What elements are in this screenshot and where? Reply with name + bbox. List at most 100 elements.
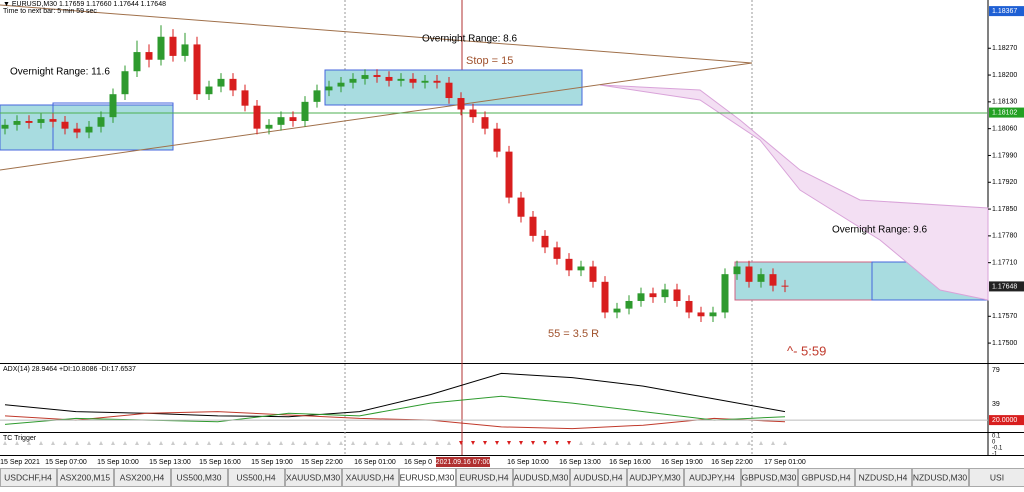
candle-body (746, 267, 753, 282)
symbol-header: ▼ EURUSD,M30 1.17659 1.17660 1.17644 1.1… (3, 1, 166, 8)
candle-body (110, 94, 117, 117)
tab-label[interactable]: AUDJPY,H4 (689, 472, 735, 482)
x-tick-label: 15 Sep 2021 (0, 459, 40, 466)
x-tick-label: 16 Sep 19:00 (661, 459, 703, 466)
candle-body (566, 259, 573, 270)
candle-body (374, 75, 381, 77)
level-label: 20.0000 (992, 417, 1017, 424)
candle-body (686, 301, 693, 312)
candle-body (614, 309, 621, 313)
candle-body (218, 79, 225, 87)
tab-label[interactable]: ASX200,M15 (60, 472, 110, 482)
x-tick-label: 15 Sep 13:00 (149, 459, 191, 466)
candle-body (350, 79, 357, 83)
tab-label[interactable]: NZDUSD,H4 (859, 472, 908, 482)
x-tick-label: 15 Sep 07:00 (45, 459, 87, 466)
candle-body (170, 37, 177, 56)
tab-label[interactable]: USDCHF,H4 (4, 472, 52, 482)
candle-body (422, 81, 429, 83)
x-tick-label: 15 Sep 22:00 (301, 459, 343, 466)
y-tick-label: 1.17990 (992, 152, 1017, 159)
candle-body (182, 44, 189, 55)
y-tick-label: 1.18200 (992, 72, 1017, 79)
candle-body (50, 119, 57, 122)
y-tick-label: 1.17920 (992, 179, 1017, 186)
tab-label[interactable]: XAUUSD,M30 (286, 472, 341, 482)
y-tick-label: 1.17710 (992, 260, 1017, 267)
annotation: Overnight Range: 8.6 (422, 34, 517, 45)
candle-body (662, 289, 669, 297)
candle-body (362, 75, 369, 79)
y-tick-label: -1 (992, 452, 998, 458)
candle-body (326, 87, 333, 91)
y-tick-label: 1.17500 (992, 340, 1017, 347)
y-tick-label: 1.18130 (992, 99, 1017, 106)
x-tick-label: 17 Sep 01:00 (764, 459, 806, 466)
candle-body (434, 81, 441, 83)
candle-body (122, 71, 129, 94)
candle-body (266, 125, 273, 129)
tab-label[interactable]: US500,M30 (177, 472, 222, 482)
candle-body (530, 217, 537, 236)
candle-body (26, 121, 33, 123)
tab-label[interactable]: AUDUSD,H4 (573, 472, 622, 482)
candle-body (2, 125, 9, 129)
tab-label[interactable]: EURUSD,H4 (459, 472, 508, 482)
tab-label[interactable]: GBPUSD,H4 (801, 472, 850, 482)
candle-body (14, 121, 21, 125)
panel-label: ADX(14) 28.9464 +DI:10.8086 -DI:17.6537 (3, 366, 136, 373)
tab-label[interactable]: USI (990, 472, 1004, 482)
candle-body (578, 267, 585, 271)
candle-body (446, 83, 453, 98)
candle-body (638, 293, 645, 301)
candle-body (98, 117, 105, 127)
candle-body (506, 152, 513, 198)
x-tick-label: 16 Sep 22:00 (711, 459, 753, 466)
y-tick-label: 1.18060 (992, 126, 1017, 133)
candle-body (458, 98, 465, 109)
candle-body (722, 274, 729, 312)
tab-label[interactable]: ASX200,H4 (120, 472, 165, 482)
candle-body (650, 293, 657, 297)
y-tick-label: 39 (992, 401, 1000, 408)
tab-label[interactable]: NZDUSD,M30 (913, 472, 968, 482)
y-tick-label: 1.17850 (992, 206, 1017, 213)
candle-body (86, 127, 93, 133)
annotation: Overnight Range: 11.6 (10, 67, 110, 78)
x-tick-label: 16 Sep 10:00 (507, 459, 549, 466)
x-tick-label: 15 Sep 16:00 (199, 459, 241, 466)
candle-body (554, 247, 561, 258)
candle-body (38, 119, 45, 123)
tab-label[interactable]: XAUUSD,H4 (346, 472, 395, 482)
candle-body (194, 44, 201, 94)
tab-label[interactable]: AUDJPY,M30 (629, 472, 681, 482)
candle-body (254, 106, 261, 129)
y-tick-label: 79 (992, 367, 1000, 374)
candle-body (734, 267, 741, 275)
tab-label[interactable]: AUDUSD,M30 (514, 472, 569, 482)
candle-body (386, 77, 393, 81)
panel-label: TC Trigger (3, 435, 37, 442)
price-label: 1.17648 (992, 283, 1017, 290)
candle-body (770, 274, 777, 285)
candle-body (626, 301, 633, 309)
candle-body (542, 236, 549, 247)
candle-body (590, 267, 597, 282)
annotation: Overnight Range: 9.6 (832, 225, 927, 236)
candle-body (290, 117, 297, 121)
cursor-label: 2021.09.16 07:00 (436, 459, 491, 466)
candle-body (314, 90, 321, 101)
candle-body (230, 79, 237, 90)
y-tick-label: 1.17570 (992, 313, 1017, 320)
candle-body (242, 90, 249, 105)
candle-body (482, 117, 489, 128)
candle-body (278, 117, 285, 125)
tab-label[interactable]: US500,H4 (236, 472, 275, 482)
tab-label[interactable]: EURUSD,M30 (400, 472, 455, 482)
x-tick-label: 16 Sep 16:00 (609, 459, 651, 466)
price-label: 1.18367 (992, 8, 1017, 15)
candle-body (710, 312, 717, 316)
tab-label[interactable]: GBPUSD,M30 (742, 472, 797, 482)
